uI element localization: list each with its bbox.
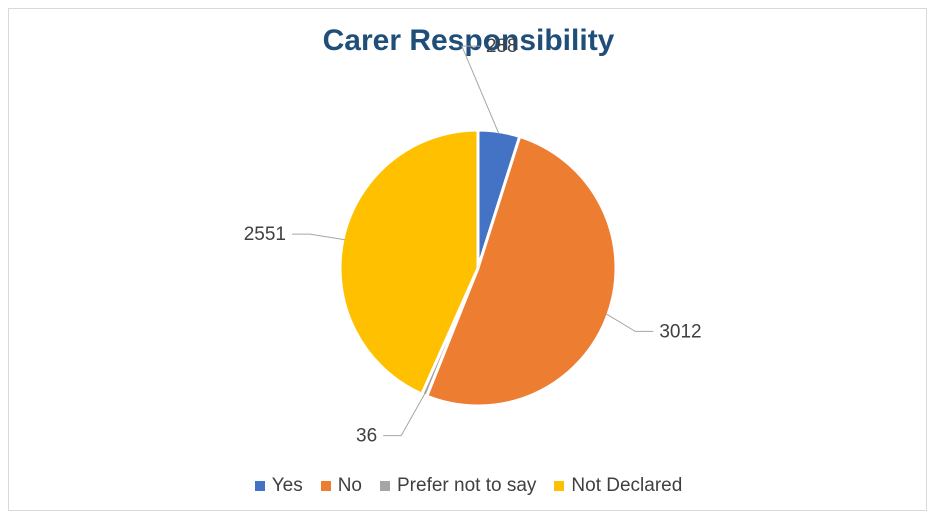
legend-item-prefer-not-to-say: Prefer not to say [380, 475, 536, 497]
legend-label-not-declared: Not Declared [571, 475, 683, 496]
data-label-prefer-not-to-say: 36 [356, 426, 377, 447]
leader-lines [291, 45, 654, 437]
legend-label-yes: Yes [271, 475, 303, 496]
leader-line-yes [461, 45, 500, 134]
legend-swatch-no [320, 481, 331, 491]
legend-swatch-prefer-not-to-say [380, 481, 390, 491]
legend-label-no: No [337, 475, 362, 496]
legend-item-no: No [320, 475, 362, 497]
legend-swatch-yes [254, 481, 265, 491]
leader-line-prefer-not-to-say [383, 393, 426, 437]
pie-slices [338, 128, 618, 408]
chart-title: Carer Responsibility [322, 24, 615, 57]
legend: Yes No Prefer not to say Not Declared [0, 474, 937, 498]
data-label-no: 3012 [659, 321, 701, 342]
leader-line-not-declared [291, 233, 346, 241]
data-label-yes: 288 [486, 36, 518, 57]
data-label-not-declared: 2551 [244, 224, 286, 245]
legend-item-not-declared: Not Declared [554, 475, 682, 497]
leader-line-no [605, 313, 654, 332]
data-labels: 288 3012 36 2551 [244, 36, 702, 447]
legend-item-yes: Yes [254, 475, 303, 497]
legend-swatch-not-declared [554, 481, 565, 491]
legend-label-prefer-not-to-say: Prefer not to say [397, 475, 537, 496]
